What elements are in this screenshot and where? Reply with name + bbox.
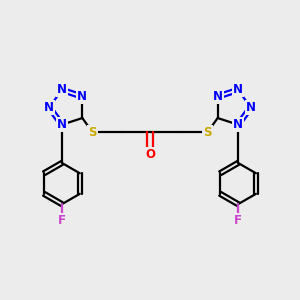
Text: N: N [213,90,223,103]
Text: N: N [57,83,67,96]
Text: F: F [58,214,66,227]
Text: N: N [233,83,243,96]
Text: S: S [88,126,97,139]
Text: O: O [145,148,155,161]
Text: N: N [44,101,54,114]
Text: N: N [77,90,87,103]
Text: F: F [234,214,242,227]
Text: N: N [233,118,243,131]
Text: N: N [246,101,256,114]
Text: S: S [203,126,212,139]
Text: N: N [57,118,67,131]
